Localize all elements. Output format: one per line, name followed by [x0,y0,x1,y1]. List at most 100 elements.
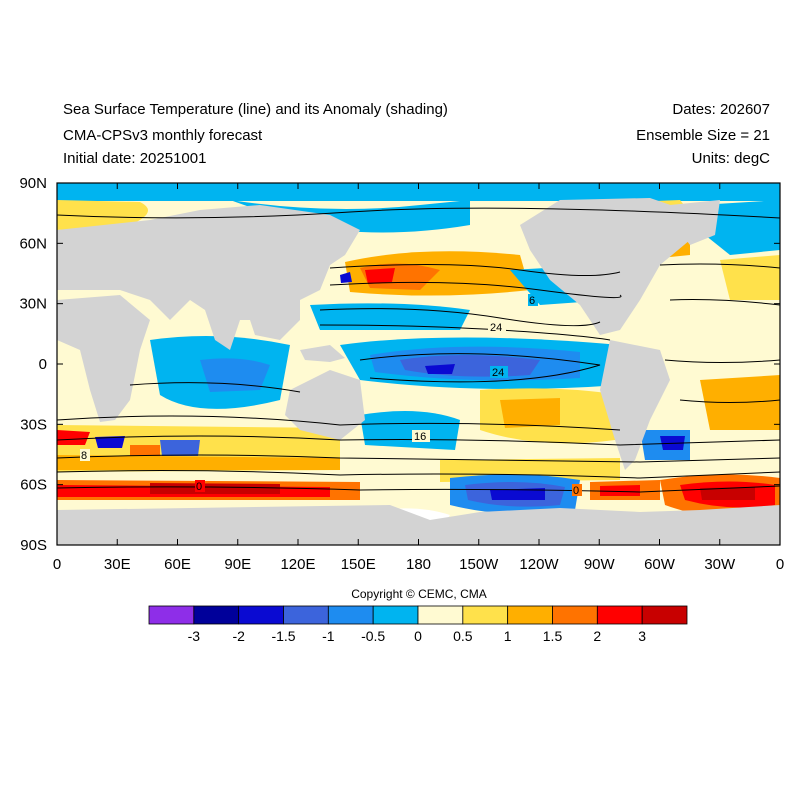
colorbar-label: 1 [504,628,512,644]
lon-tick-label: 120E [280,556,315,573]
agulhas-cold [95,436,125,448]
south-pacific-warmer [500,398,560,428]
colorbar-swatch [372,605,419,625]
contour-line [319,308,601,327]
svg-text:16: 16 [414,431,426,443]
bellingshausen-hotter [600,485,640,496]
lon-tick-label: 60E [164,556,191,573]
units-label: Units: degC [691,150,770,167]
kuroshio-hot [365,268,395,284]
lat-tick-label: 30S [20,416,47,433]
contour-line [129,382,301,393]
contour-label: 24 [490,366,508,379]
arctic-cool-patch [230,200,470,233]
colorbar-label: -0.5 [361,628,385,644]
contour-line [669,299,780,306]
antarctica [57,505,780,545]
colorbar-label: -1.5 [271,628,295,644]
svg-text:0: 0 [573,485,579,497]
colorbar-label: -1 [322,628,335,644]
colorbar-label: 2 [593,628,601,644]
contour-label: 6 [528,294,538,307]
sst-contours [57,207,780,493]
colorbar: -3 -2 -1.5 -1 -0.5 0 0.5 1 1.5 2 3 [148,605,688,644]
lat-tick-label: 60N [19,235,47,252]
colorbar-swatch [327,605,374,625]
lat-tick-label: 30N [19,296,47,313]
lat-tick-label: 90S [20,537,47,554]
contour-line [659,263,780,269]
weddell-hottest [700,487,755,500]
circumpolar-hottest [150,483,280,494]
contour-label: 16 [412,430,430,443]
contour-line [57,454,780,463]
colorbar-swatch [552,605,598,625]
atlantic-warm [720,255,780,300]
colorbar-swatch [507,605,553,625]
colorbar-swatch [148,605,195,625]
colorbar-label: 3 [638,628,646,644]
lon-tick-label: 60W [644,556,676,573]
lon-tick-label: 0 [776,556,784,573]
contour-label: 0 [195,480,205,493]
sw-indian-hot [57,430,90,445]
indian-ocean-cooler [200,358,270,392]
contour-line [329,263,621,277]
greenland [670,200,720,245]
south-indian-hot [130,445,160,458]
forecast-dates: Dates: 202607 [672,101,770,118]
lat-tick-label: 60S [20,477,47,494]
colorbar-label: 0.5 [453,628,473,644]
lon-tick-label: 90W [584,556,616,573]
lat-axis-labels: 90N 60N 30N 0 30S 60S 90S [19,175,47,554]
lon-tick-label: 150E [341,556,376,573]
contour-line [679,399,780,403]
colorbar-label: 0 [414,628,422,644]
contour-line [359,353,601,383]
lon-tick-label: 30W [704,556,736,573]
colorbar-swatch [596,605,643,625]
copyright-text: Copyright © CEMC, CMA [351,587,487,601]
africa [57,295,150,422]
north-atlantic-cool [700,200,780,255]
colorbar-label: -3 [188,628,201,644]
tasman-cool [360,411,460,450]
lon-tick-label: 90E [224,556,251,573]
model-subtitle: CMA-CPSv3 monthly forecast [63,127,263,144]
colorbar-swatch [193,605,240,625]
eurasia [57,205,360,350]
colorbar-label: -2 [232,628,245,644]
lat-tick-label: 90N [19,175,47,192]
colorbar-label: 1.5 [543,628,563,644]
tick-marks [56,182,781,546]
south-america [600,340,670,470]
southern-ocean-warmer [57,455,340,470]
south-indian-cold [160,440,200,456]
lon-tick-label: 120W [519,556,559,573]
svg-text:6: 6 [529,295,535,307]
colorbar-swatch [641,605,688,625]
lon-axis-labels: 0 30E 60E 90E 120E 150E 180 150W 120W 90W 60W 30W 0 [53,556,784,573]
colorbar-swatch [462,605,509,625]
australia [285,370,365,440]
initial-date: Initial date: 20251001 [63,150,207,167]
svg-text:24: 24 [492,367,504,379]
land-masses [57,198,780,545]
contour-line [57,415,621,431]
contour-line [57,207,780,219]
lon-tick-label: 180 [406,556,431,573]
colorbar-swatch [283,605,329,625]
colorbar-swatch [238,605,284,625]
contour-label: 0 [572,484,582,497]
ross-amundsen-colder [490,488,545,500]
contour-label: 8 [80,449,90,462]
contour-line [57,435,780,446]
svg-text:24: 24 [490,322,502,334]
lon-tick-label: 30E [104,556,131,573]
ensemble-size: Ensemble Size = 21 [636,127,770,144]
contour-line [664,359,780,363]
colorbar-swatch [417,605,464,625]
lat-tick-label: 0 [39,356,47,373]
contour-line [57,485,780,493]
